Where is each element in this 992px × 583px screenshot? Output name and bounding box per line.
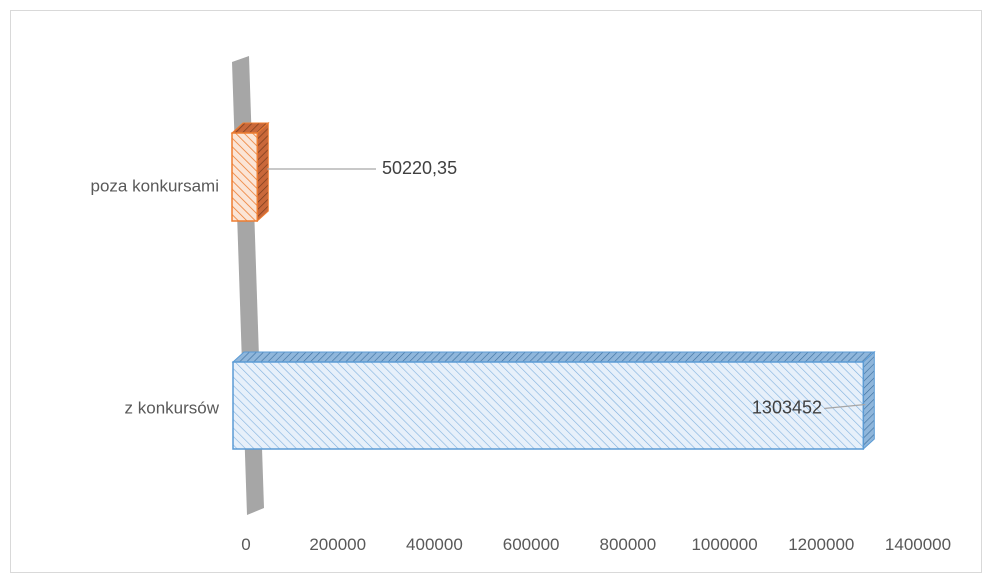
bar-poza-konkursami bbox=[232, 133, 257, 221]
bars-layer: 50220,35 1303452 bbox=[232, 123, 874, 449]
bar-side-z-konkursow bbox=[863, 352, 874, 449]
x-tick-label: 400000 bbox=[406, 535, 463, 554]
x-tick-label: 1400000 bbox=[885, 535, 951, 554]
data-label-z-konkursow: 1303452 bbox=[752, 397, 822, 417]
x-tick-label: 0 bbox=[241, 535, 250, 554]
bar-side-poza-konkursami bbox=[257, 123, 268, 221]
x-tick-label: 1000000 bbox=[691, 535, 757, 554]
bar-top-z-konkursow bbox=[233, 352, 874, 362]
x-tick-label: 600000 bbox=[503, 535, 560, 554]
x-tick-label: 200000 bbox=[309, 535, 366, 554]
x-axis-ticks: 0 200000 400000 600000 800000 1000000 1200000 1… bbox=[241, 535, 951, 554]
category-label-z-konkursow: z konkursów bbox=[125, 398, 220, 417]
x-tick-label: 1200000 bbox=[788, 535, 854, 554]
category-label-poza-konkursami: poza konkursami bbox=[90, 176, 219, 195]
data-label-poza-konkursami: 50220,35 bbox=[382, 158, 457, 178]
x-tick-label: 800000 bbox=[599, 535, 656, 554]
